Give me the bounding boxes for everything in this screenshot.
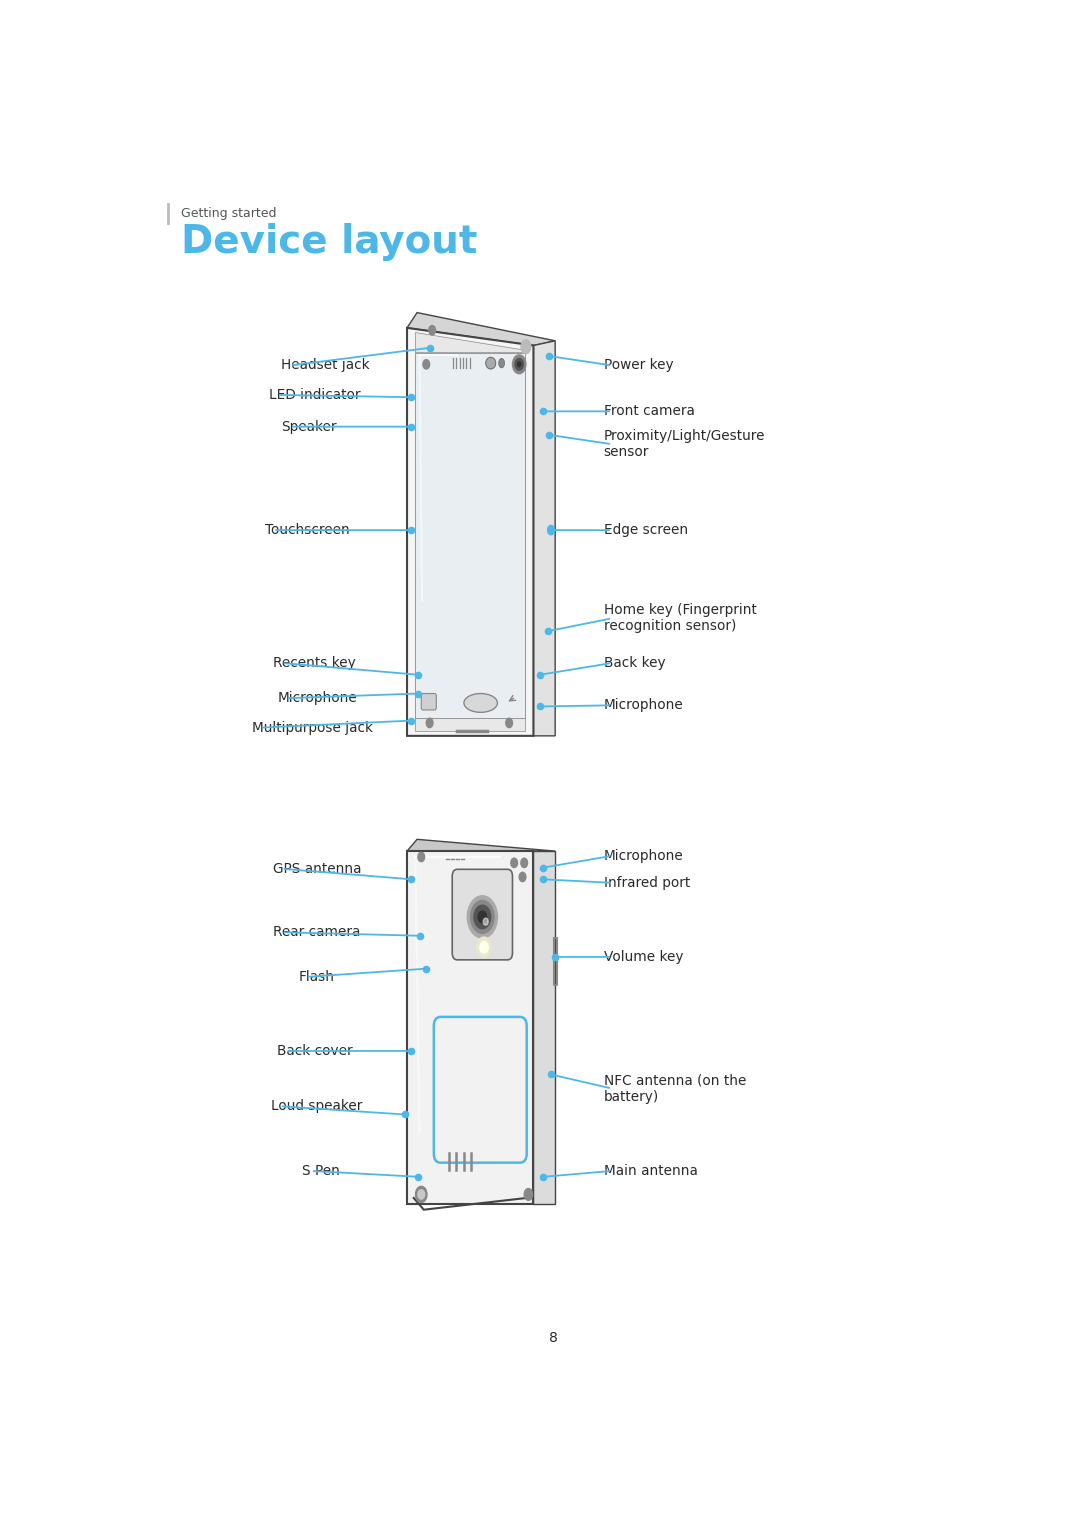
Text: Main antenna: Main antenna [604, 1164, 698, 1177]
Circle shape [427, 718, 433, 728]
Text: Flash: Flash [298, 970, 334, 983]
Text: Back cover: Back cover [278, 1044, 353, 1058]
Text: S Pen: S Pen [302, 1164, 340, 1177]
Text: 8: 8 [549, 1332, 558, 1345]
Circle shape [513, 354, 526, 374]
Polygon shape [416, 718, 525, 731]
Text: Volume key: Volume key [604, 950, 684, 964]
Circle shape [471, 901, 494, 933]
Circle shape [429, 325, 435, 334]
Text: Microphone: Microphone [604, 849, 684, 863]
Circle shape [521, 339, 531, 354]
Ellipse shape [486, 357, 496, 370]
Circle shape [505, 718, 513, 728]
Text: Speaker: Speaker [282, 420, 337, 434]
Text: Headset jack: Headset jack [282, 359, 370, 373]
Text: Getting started: Getting started [181, 208, 276, 220]
Polygon shape [407, 840, 555, 851]
Ellipse shape [464, 693, 498, 712]
Circle shape [548, 525, 554, 534]
Polygon shape [534, 341, 555, 736]
Text: Rear camera: Rear camera [273, 925, 361, 939]
Text: NFC antenna (on the
battery): NFC antenna (on the battery) [604, 1073, 746, 1104]
Polygon shape [416, 333, 525, 353]
Text: Edge screen: Edge screen [604, 524, 688, 538]
Circle shape [480, 942, 488, 953]
Circle shape [416, 1186, 427, 1203]
Circle shape [418, 1190, 424, 1199]
Polygon shape [407, 851, 534, 1203]
Circle shape [511, 858, 517, 867]
Polygon shape [407, 328, 534, 736]
Circle shape [483, 918, 488, 925]
Text: Microphone: Microphone [278, 692, 357, 705]
Text: Recents key: Recents key [273, 657, 355, 670]
Text: Device layout: Device layout [181, 223, 477, 261]
Text: Proximity/Light/Gesture
sensor: Proximity/Light/Gesture sensor [604, 429, 766, 460]
Text: Touchscreen: Touchscreen [265, 524, 350, 538]
Text: Back key: Back key [604, 657, 665, 670]
Text: Front camera: Front camera [604, 405, 694, 418]
FancyBboxPatch shape [421, 693, 436, 710]
Circle shape [519, 872, 526, 881]
Circle shape [478, 912, 486, 922]
Circle shape [515, 359, 524, 370]
Circle shape [524, 1188, 532, 1200]
Ellipse shape [499, 359, 504, 368]
Text: Infrared port: Infrared port [604, 876, 690, 890]
Text: Multipurpose jack: Multipurpose jack [253, 721, 374, 734]
Polygon shape [407, 313, 555, 345]
Circle shape [521, 858, 527, 867]
Text: Microphone: Microphone [604, 698, 684, 712]
Polygon shape [416, 353, 525, 718]
Polygon shape [534, 851, 555, 1203]
Text: Home key (Fingerprint
recognition sensor): Home key (Fingerprint recognition sensor… [604, 603, 757, 634]
Circle shape [474, 906, 490, 928]
Text: Power key: Power key [604, 359, 673, 373]
FancyBboxPatch shape [453, 869, 513, 960]
Circle shape [517, 362, 521, 366]
Text: LED indicator: LED indicator [269, 388, 361, 402]
Text: Loud speaker: Loud speaker [271, 1099, 363, 1113]
Circle shape [418, 852, 424, 861]
Circle shape [476, 938, 491, 957]
Circle shape [423, 360, 430, 370]
Text: GPS antenna: GPS antenna [273, 861, 362, 875]
Circle shape [468, 896, 498, 938]
